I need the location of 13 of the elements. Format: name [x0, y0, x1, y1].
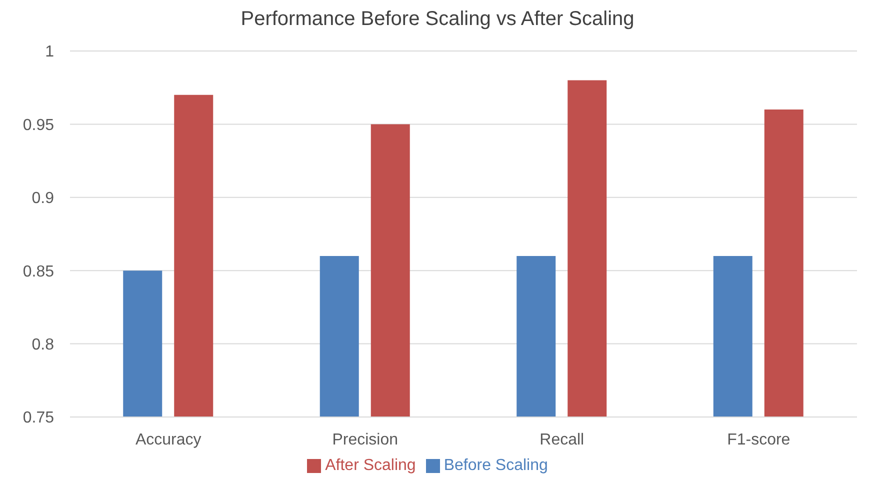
legend-label: Before Scaling	[444, 457, 548, 474]
legend-label: After Scaling	[325, 457, 416, 474]
x-tick-label: Precision	[332, 431, 398, 448]
y-tick-label: 0.75	[22, 410, 54, 427]
x-tick-label: Accuracy	[135, 431, 202, 448]
y-tick-label: 0.95	[22, 116, 54, 134]
y-tick-label: 0.9	[32, 190, 54, 208]
x-tick-label: Recall	[540, 431, 584, 448]
y-tick-label: 0.85	[22, 263, 54, 280]
x-tick-label: F1-score	[727, 431, 790, 448]
y-tick-label: 1	[45, 44, 54, 61]
y-tick-label: 0.8	[32, 336, 54, 354]
chart-title: Performance Before Scaling vs After Scaling	[240, 8, 636, 31]
